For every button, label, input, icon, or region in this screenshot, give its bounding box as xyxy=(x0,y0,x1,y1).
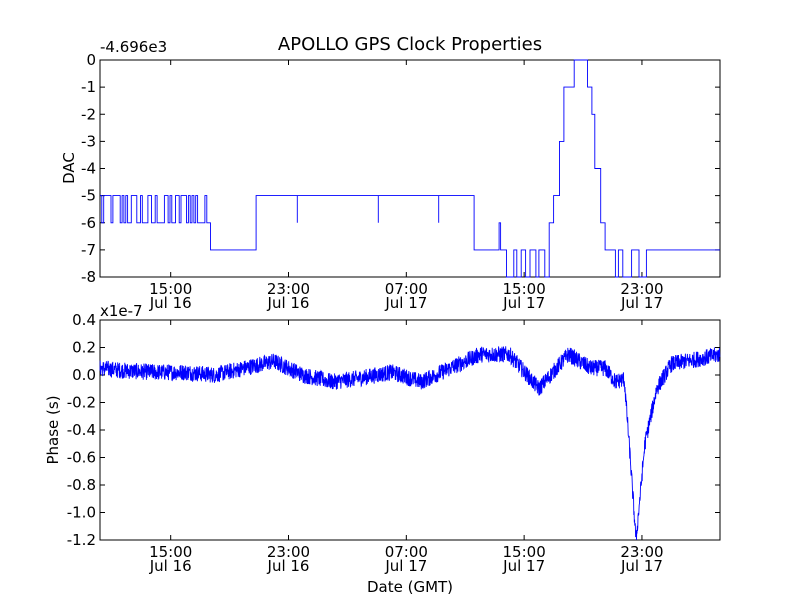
x-tick-date-label: Jul 17 xyxy=(502,557,545,575)
y-tick-label: -1.2 xyxy=(67,531,96,549)
x-tick-time-label: 23:00 xyxy=(267,280,310,298)
y-tick-label: -1 xyxy=(81,78,96,96)
x-tick-date-label: Jul 17 xyxy=(502,294,545,312)
x-tick-time-label: 15:00 xyxy=(149,543,192,561)
x-tick-date-label: Jul 16 xyxy=(149,294,192,312)
dac-y-axis-label: DAC xyxy=(60,152,78,184)
x-tick-time-label: 23:00 xyxy=(620,543,663,561)
y-tick-label: -6 xyxy=(81,214,96,232)
y-tick-label: -1.0 xyxy=(67,504,96,522)
y-tick-label: -0.6 xyxy=(67,449,96,467)
y-tick-label: 0.0 xyxy=(72,366,96,384)
x-tick-time-label: 23:00 xyxy=(620,280,663,298)
y-tick-label: -0.8 xyxy=(67,476,96,494)
x-tick-date-label: Jul 17 xyxy=(620,557,663,575)
x-tick-time-label: 07:00 xyxy=(385,543,428,561)
phase-series-line xyxy=(99,346,721,541)
x-tick-date-label: Jul 17 xyxy=(384,557,427,575)
y-tick-label: -4 xyxy=(81,160,96,178)
y-tick-label: -5 xyxy=(81,187,96,205)
phase-panel: x1e-7 Phase (s) Date (GMT) 0.4 0.2 0.0 -0.2… xyxy=(44,302,721,596)
dac-offset-label: -4.696e3 xyxy=(100,38,167,56)
dac-series-line xyxy=(100,59,720,278)
x-tick-time-label: 15:00 xyxy=(503,543,546,561)
x-tick-date-label: Jul 16 xyxy=(267,557,310,575)
x-tick-time-label: 15:00 xyxy=(149,280,192,298)
chart-title: APOLLO GPS Clock Properties xyxy=(278,34,542,55)
y-tick-label: 0.4 xyxy=(72,311,96,329)
y-tick-label: 0 xyxy=(86,51,96,69)
x-tick-time-label: 15:00 xyxy=(503,280,546,298)
x-tick-date-label: Jul 17 xyxy=(384,294,427,312)
phase-offset-label: x1e-7 xyxy=(100,302,143,320)
x-tick-date-label: Jul 17 xyxy=(620,294,663,312)
plot-frame xyxy=(99,319,721,541)
x-tick-date-label: Jul 16 xyxy=(267,294,310,312)
y-tick-label: -8 xyxy=(81,268,96,286)
y-tick-label: -0.2 xyxy=(67,394,96,412)
plot-frame xyxy=(99,59,721,278)
y-tick-label: -3 xyxy=(81,132,96,150)
x-tick-date-label: Jul 16 xyxy=(149,557,192,575)
y-tick-label: -0.4 xyxy=(67,421,96,439)
x-tick-time-label: 07:00 xyxy=(385,280,428,298)
x-tick-time-label: 23:00 xyxy=(267,543,310,561)
y-tick-label: 0.2 xyxy=(72,339,96,357)
y-tick-label: -2 xyxy=(81,105,96,123)
phase-y-axis-label: Phase (s) xyxy=(44,395,62,464)
phase-x-axis-label: Date (GMT) xyxy=(367,578,453,596)
y-tick-label: -7 xyxy=(81,241,96,259)
